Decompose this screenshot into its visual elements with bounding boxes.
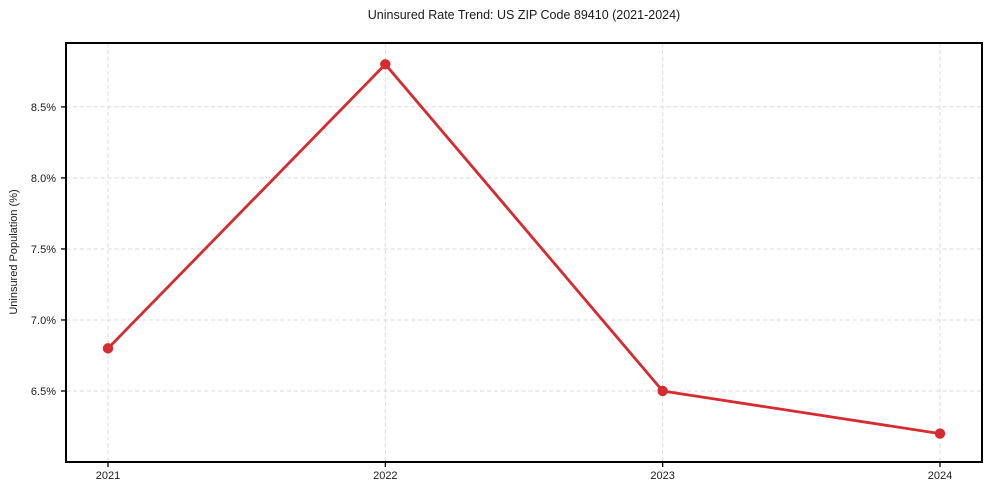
data-point — [934, 428, 946, 439]
x-tick-label: 2023 — [650, 470, 674, 482]
x-tick-label: 2024 — [928, 470, 952, 482]
data-point — [102, 343, 114, 354]
y-tick-label: 8.0% — [31, 173, 56, 185]
plot-frame — [65, 42, 983, 463]
x-tick-label: 2021 — [96, 470, 120, 482]
x-tick-label: 2022 — [373, 470, 397, 482]
chart-title: Uninsured Rate Trend: US ZIP Code 89410 … — [367, 8, 681, 22]
data-point — [380, 59, 391, 70]
y-tick-label: 7.5% — [31, 244, 56, 256]
data-point — [657, 385, 668, 397]
y-tick-label: 8.5% — [31, 102, 56, 114]
y-tick-label: 6.5% — [31, 386, 56, 398]
trend-line — [106, 62, 942, 435]
y-tick-label: 7.0% — [31, 315, 56, 327]
